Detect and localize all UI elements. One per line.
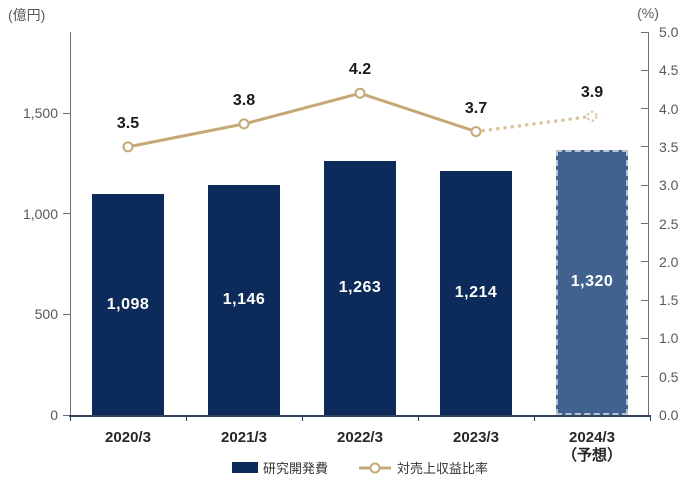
x-axis-label: 2022/3 — [337, 429, 383, 446]
x-axis-label: 2023/3 — [453, 429, 499, 446]
right-axis-tick-label: 4.0 — [659, 100, 679, 117]
bar-forecast — [556, 149, 628, 415]
left-axis-tick-label: 1,000 — [22, 205, 58, 222]
left-axis-tick-label: 0 — [50, 407, 58, 423]
right-axis-tick — [641, 376, 649, 378]
right-axis-tick — [641, 261, 649, 263]
bar — [324, 161, 396, 415]
right-axis-tick-label: 2.5 — [659, 215, 679, 232]
line-marker — [122, 141, 134, 153]
left-axis-tick — [63, 414, 70, 416]
left-axis-tick — [63, 112, 70, 114]
right-axis-tick-label: 1.0 — [659, 330, 679, 347]
right-axis-tick-label: 5.0 — [659, 24, 679, 40]
left-axis-tick — [63, 213, 70, 215]
x-axis-sublabel: （予想） — [561, 447, 622, 464]
left-axis-tick-label: 500 — [34, 306, 58, 323]
right-axis-line — [648, 32, 649, 415]
x-axis-boundary-tick — [533, 417, 535, 421]
line-marker — [354, 87, 366, 99]
right-axis-tick — [641, 108, 649, 110]
legend-line-label: 対売上収益比率 — [397, 461, 489, 476]
right-axis-tick-label: 0.0 — [659, 407, 679, 423]
right-axis-tick — [641, 299, 649, 301]
bar — [92, 194, 164, 415]
line-value-label: 3.8 — [232, 91, 256, 109]
x-axis-label: 2020/3 — [105, 429, 151, 446]
bar-series-swatch-icon — [231, 462, 258, 473]
right-axis-tick — [641, 223, 649, 224]
line-value-label: 4.2 — [348, 61, 372, 79]
x-axis-boundary-tick — [69, 417, 71, 421]
x-axis-boundary-tick — [185, 417, 187, 421]
right-axis-tick-label: 2.0 — [659, 253, 679, 270]
right-axis-tick-label: 0.5 — [659, 368, 679, 385]
bar — [208, 184, 280, 415]
left-axis-tick — [63, 313, 70, 315]
left-axis-unit: (億円) — [8, 7, 46, 23]
legend: 研究開発費 対売上収益比率 — [20, 458, 700, 477]
right-axis-tick — [641, 146, 649, 148]
x-axis-boundary-tick — [301, 417, 303, 421]
legend-bar-label: 研究開発費 — [262, 461, 328, 476]
line-value-label: 3.9 — [580, 84, 604, 102]
right-axis-tick-label: 4.5 — [659, 62, 679, 79]
right-axis-tick — [641, 337, 649, 339]
line-marker — [470, 126, 482, 138]
right-axis-unit: (%) — [637, 5, 659, 21]
x-axis-label: 2024/3 — [569, 429, 615, 446]
right-axis-tick — [641, 184, 649, 186]
line-value-label: 3.5 — [116, 114, 140, 132]
x-axis-boundary-tick — [417, 417, 419, 421]
right-axis-tick — [641, 69, 649, 71]
x-axis-boundary-tick — [649, 417, 651, 421]
bar-value-label: 1,098 — [106, 295, 150, 313]
right-axis-tick-label: 3.5 — [659, 138, 679, 155]
bar-value-label: 1,263 — [338, 279, 382, 297]
bar-value-label: 1,214 — [454, 283, 498, 301]
bar-value-label: 1,320 — [570, 273, 614, 291]
legend-item-line: 対売上収益比率 — [358, 458, 488, 477]
left-axis-tick-label: 1,500 — [22, 105, 58, 122]
x-axis-label: 2021/3 — [221, 429, 267, 446]
right-axis-tick — [641, 31, 649, 33]
line-series-swatch-icon — [359, 462, 391, 473]
line-value-label: 3.7 — [464, 99, 488, 117]
left-axis-line — [70, 32, 71, 415]
x-axis-line — [69, 415, 651, 417]
right-axis-tick-label: 1.5 — [659, 292, 679, 309]
legend-item-bar: 研究開発費 — [231, 458, 328, 477]
line-marker-forecast — [586, 110, 598, 122]
bar-value-label: 1,146 — [222, 290, 266, 308]
bar — [440, 170, 512, 415]
line-marker — [238, 118, 250, 130]
right-axis-tick-label: 3.0 — [659, 177, 679, 194]
